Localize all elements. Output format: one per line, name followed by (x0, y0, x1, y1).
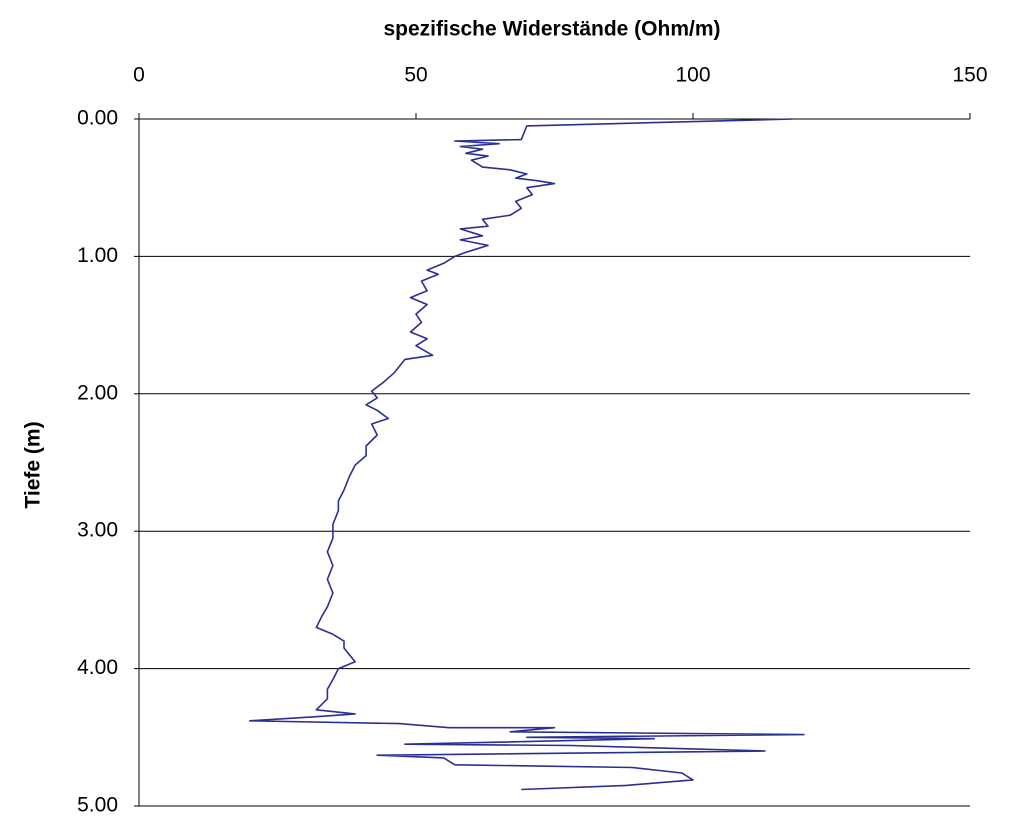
y-tick-label: 2.00 (77, 381, 118, 404)
x-tick-label: 100 (675, 64, 710, 87)
x-tick-label: 0 (133, 64, 145, 87)
y-tick-label: 3.00 (77, 519, 118, 542)
x-tick-label: 150 (952, 64, 987, 87)
data-line (249, 118, 805, 791)
y-tick-label: 5.00 (77, 794, 118, 817)
x-tick-label: 50 (404, 64, 427, 87)
chart-title: spezifische Widerstände (Ohm/m) (383, 18, 720, 41)
y-tick-label: 0.00 (77, 107, 118, 130)
y-axis-title: Tiefe (m) (22, 421, 45, 508)
y-tick-label: 4.00 (77, 656, 118, 679)
y-tick-label: 1.00 (77, 244, 118, 267)
